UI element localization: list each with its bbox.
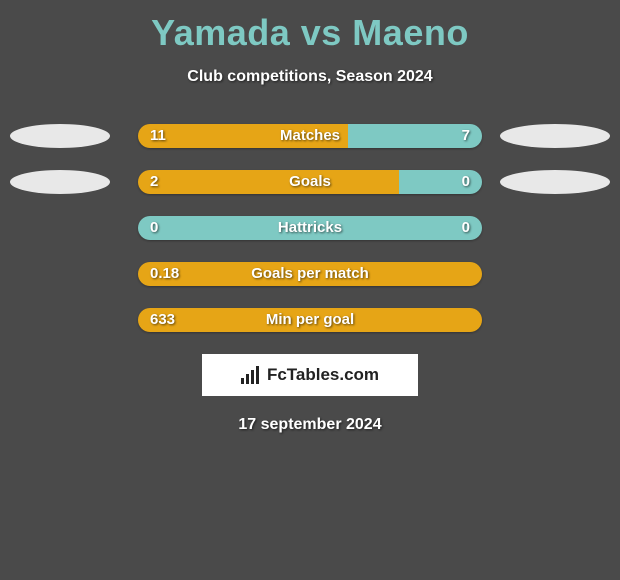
stat-label: Min per goal [138,308,482,332]
source-logo-text: FcTables.com [267,365,379,385]
stat-row: 0.18 Goals per match [0,262,620,286]
stat-label: Matches [138,124,482,148]
stat-row: 2 Goals 0 [0,170,620,194]
source-logo-box[interactable]: FcTables.com [202,354,418,396]
snapshot-date: 17 september 2024 [0,416,620,434]
chart-area: 11 Matches 7 2 Goals 0 0 Hattricks 0 [0,124,620,332]
player-right-avatar [500,124,610,148]
stat-bar: 633 Min per goal [138,308,482,332]
stat-row: 633 Min per goal [0,308,620,332]
player-right-avatar [500,170,610,194]
stat-label: Hattricks [138,216,482,240]
stat-value-right: 0 [462,170,470,194]
source-logo: FcTables.com [241,365,379,385]
stat-bar: 0 Hattricks 0 [138,216,482,240]
stat-value-right: 7 [462,124,470,148]
stat-bar: 0.18 Goals per match [138,262,482,286]
stat-bar: 11 Matches 7 [138,124,482,148]
player-left-avatar [10,170,110,194]
comparison-title: Yamada vs Maeno [0,0,620,54]
stat-label: Goals [138,170,482,194]
stat-value-right: 0 [462,216,470,240]
stat-label: Goals per match [138,262,482,286]
bar-chart-icon [241,366,263,384]
stat-row: 11 Matches 7 [0,124,620,148]
stat-row: 0 Hattricks 0 [0,216,620,240]
comparison-subtitle: Club competitions, Season 2024 [0,68,620,86]
player-left-avatar [10,124,110,148]
stat-bar: 2 Goals 0 [138,170,482,194]
